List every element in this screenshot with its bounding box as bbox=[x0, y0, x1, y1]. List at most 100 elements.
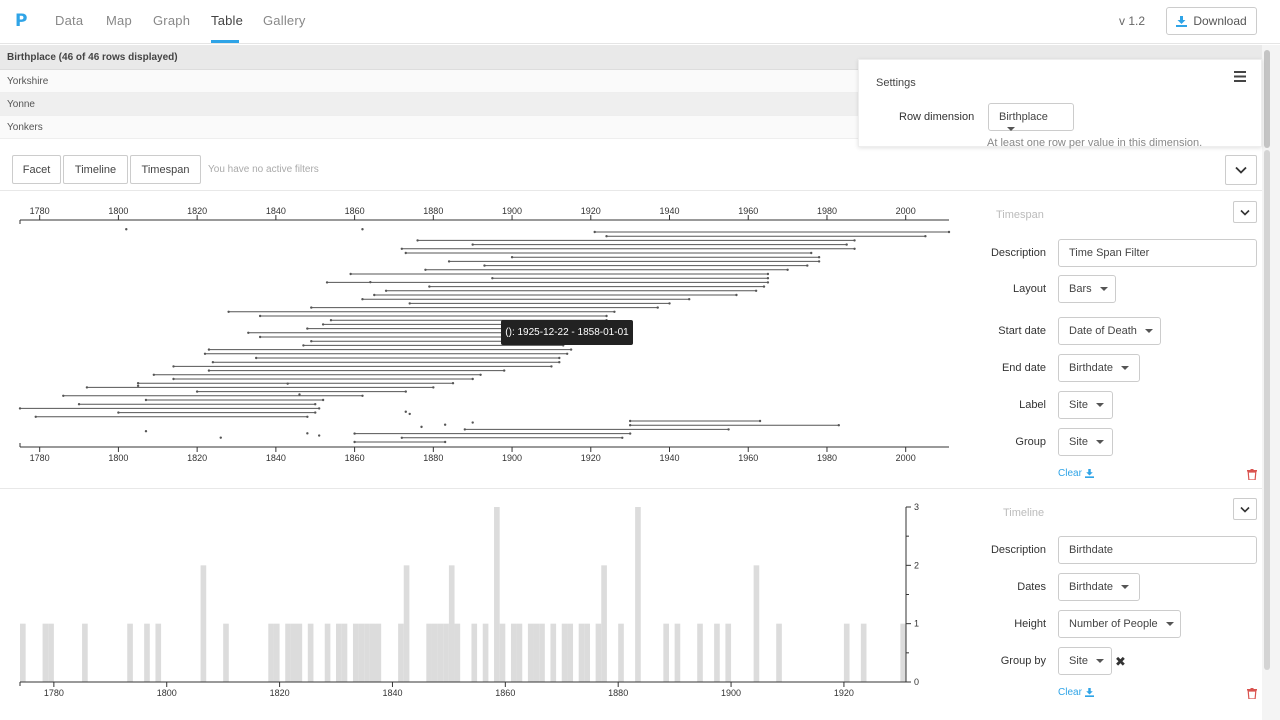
ts-start-select[interactable]: Date of Death bbox=[1058, 317, 1161, 345]
row-dimension-select[interactable]: Birthplace bbox=[988, 103, 1074, 132]
trash-icon[interactable] bbox=[1247, 686, 1257, 704]
timeline-bar bbox=[20, 623, 26, 682]
tab-gallery[interactable]: Gallery bbox=[263, 13, 306, 28]
timeline-bar bbox=[776, 623, 782, 682]
ts-label-select[interactable]: Site bbox=[1058, 391, 1113, 419]
timeline-bar bbox=[437, 623, 444, 682]
tab-table[interactable]: Table bbox=[211, 13, 244, 28]
collapse-all-button[interactable] bbox=[1225, 155, 1257, 185]
tl-clear-link[interactable]: Clear bbox=[1058, 687, 1094, 698]
tl-height-select[interactable]: Number of People bbox=[1058, 610, 1181, 638]
tl-clear-label: Clear bbox=[1058, 687, 1082, 698]
timespan-endpoint bbox=[207, 348, 211, 351]
timeline-bar bbox=[533, 623, 540, 682]
timespan-endpoint bbox=[152, 373, 156, 376]
ts-group-select[interactable]: Site bbox=[1058, 428, 1113, 456]
tl-dates-value: Birthdate bbox=[1069, 581, 1114, 593]
timespan-point bbox=[219, 436, 222, 439]
tick-label: 1840 bbox=[266, 206, 286, 216]
timespan-endpoint bbox=[384, 289, 388, 292]
tl-height-label: Height bbox=[1014, 618, 1046, 630]
tick-label: 1940 bbox=[659, 453, 679, 463]
timeline-bar bbox=[494, 507, 500, 682]
timespan-endpoint bbox=[510, 256, 514, 259]
timespan-endpoint bbox=[227, 310, 230, 313]
timespan-endpoint bbox=[550, 365, 553, 368]
timeline-bar bbox=[426, 623, 432, 682]
timeline-bar bbox=[539, 623, 545, 682]
timespan-endpoint bbox=[349, 272, 352, 276]
timespan-endpoint bbox=[424, 268, 427, 271]
ts-label-value: Site bbox=[1069, 399, 1088, 411]
timeline-bar bbox=[482, 623, 489, 682]
timeline-bar bbox=[155, 623, 162, 682]
timespan-endpoint bbox=[762, 285, 766, 288]
ts-group-value: Site bbox=[1069, 436, 1088, 448]
timespan-endpoint bbox=[408, 302, 411, 305]
timeline-bar bbox=[285, 623, 291, 682]
timespan-endpoint bbox=[317, 407, 321, 410]
download-button[interactable]: Download bbox=[1166, 7, 1257, 35]
chevron-down-icon bbox=[1007, 127, 1015, 132]
chevron-down-icon bbox=[1121, 585, 1130, 590]
tab-graph[interactable]: Graph bbox=[153, 13, 191, 28]
trash-icon[interactable] bbox=[1247, 467, 1257, 485]
tick-label: 0 bbox=[914, 677, 919, 687]
chevron-down-icon bbox=[1144, 329, 1153, 334]
timeline-bar bbox=[753, 565, 760, 682]
timespan-endpoint bbox=[144, 398, 148, 402]
tick-label: 1900 bbox=[721, 688, 741, 698]
ts-clear-label: Clear bbox=[1058, 468, 1082, 479]
tl-dates-select[interactable]: Birthdate bbox=[1058, 573, 1140, 601]
timeline-bar bbox=[454, 623, 461, 682]
scrollbar-thumb-secondary[interactable] bbox=[1264, 150, 1270, 670]
timespan-endpoint bbox=[471, 243, 474, 246]
remove-groupby-icon[interactable]: ✖ bbox=[1115, 654, 1126, 669]
timespan-panel-title: Timespan bbox=[996, 209, 1044, 221]
ts-description-label: Description bbox=[990, 247, 1046, 259]
timespan-button[interactable]: Timespan bbox=[130, 155, 201, 184]
timespan-point bbox=[369, 280, 372, 284]
row-dimension-help: At least one row per value in this dimen… bbox=[987, 137, 1203, 149]
tl-groupby-select[interactable]: Site bbox=[1058, 647, 1112, 675]
timeline-bar bbox=[223, 623, 229, 682]
tick-label: 2000 bbox=[896, 206, 916, 216]
tick-label: 1980 bbox=[817, 206, 837, 216]
tick-label: 1880 bbox=[608, 688, 628, 698]
timeline-bar bbox=[550, 623, 557, 682]
facet-button[interactable]: Facet bbox=[12, 155, 61, 184]
timespan-endpoint bbox=[727, 428, 730, 431]
ts-layout-select[interactable]: Bars bbox=[1058, 275, 1116, 303]
timespan-endpoint bbox=[471, 377, 474, 381]
timespan-collapse-button[interactable] bbox=[1233, 201, 1257, 223]
tab-map[interactable]: Map bbox=[106, 13, 132, 28]
tl-groupby-label: Group by bbox=[1000, 655, 1046, 667]
row-dimension-label: Row dimension bbox=[899, 111, 975, 123]
panel-divider bbox=[0, 190, 1262, 191]
timespan-endpoint bbox=[361, 394, 364, 397]
app-logo[interactable]: P bbox=[15, 11, 28, 31]
timeline-button[interactable]: Timeline bbox=[63, 155, 128, 184]
tl-dates-label: Dates bbox=[1017, 581, 1046, 593]
timeline-bar bbox=[307, 623, 314, 682]
timeline-bar bbox=[403, 565, 410, 682]
ts-description-input[interactable]: Time Span Filter bbox=[1058, 239, 1257, 267]
timeline-bar bbox=[900, 623, 906, 682]
ts-end-select[interactable]: Birthdate bbox=[1058, 354, 1140, 382]
tl-description-input[interactable]: Birthdate bbox=[1058, 536, 1257, 564]
timespan-point bbox=[443, 423, 447, 426]
tick-label: 2 bbox=[914, 560, 919, 570]
timespan-endpoint bbox=[373, 293, 376, 297]
timeline-bar bbox=[398, 623, 404, 682]
menu-icon[interactable] bbox=[1234, 70, 1248, 84]
timeline-collapse-button[interactable] bbox=[1233, 498, 1257, 520]
ts-clear-link[interactable]: Clear bbox=[1058, 468, 1094, 479]
scrollbar-thumb[interactable] bbox=[1264, 50, 1270, 148]
timeline-bar bbox=[324, 623, 331, 682]
timespan-endpoint bbox=[310, 340, 313, 343]
timespan-endpoint bbox=[451, 382, 455, 385]
tab-data[interactable]: Data bbox=[55, 13, 84, 28]
timespan-endpoint bbox=[353, 440, 356, 444]
